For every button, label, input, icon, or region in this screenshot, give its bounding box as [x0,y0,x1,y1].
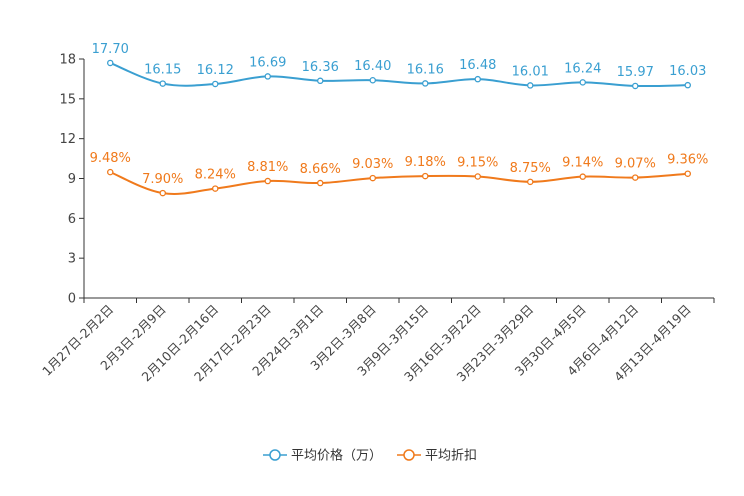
series-line [109,171,688,195]
data-point[interactable] [684,81,692,89]
data-label: 9.07% [615,157,656,172]
legend-item-discount[interactable]: 平均折扣 [397,449,477,464]
data-point[interactable] [684,170,692,177]
y-tick-label: 0 [68,292,76,307]
data-label: 17.70 [92,42,129,57]
x-axis-ticks: 1月27日-2月2日2月3日-2月9日2月10日-2月16日2月17日-2月23… [39,298,715,384]
data-point[interactable] [421,80,429,87]
data-point[interactable] [369,76,376,84]
data-label: 8.81% [247,160,288,175]
data-point[interactable] [211,185,219,192]
y-tick-label: 12 [59,132,76,147]
data-point[interactable] [421,172,429,180]
legend-price-label: 平均价格（万） [291,448,382,464]
series-1: 9.48% 7.90% 8.24% 8.81% 8.66% 9.03% 9.18% 9.15%… [90,151,708,197]
data-label: 8.75% [510,161,551,176]
data-label: 16.24 [564,61,601,76]
data-point[interactable] [316,77,324,85]
data-point[interactable] [159,80,166,87]
data-point[interactable] [474,75,481,83]
legend-item-price[interactable]: 平均价格（万） [263,448,382,464]
data-label: 15.97 [617,65,654,80]
data-point[interactable] [264,73,271,80]
data-label: 16.48 [459,58,496,73]
data-label: 16.36 [302,60,339,75]
data-label: 7.90% [142,172,183,187]
data-label: 8.24% [195,168,236,183]
y-tick-label: 3 [68,252,76,267]
y-axis-ticks: 0 3 6 9 12 15 18 [59,53,84,307]
data-point[interactable] [632,82,639,90]
data-label: 9.14% [562,156,603,171]
data-point[interactable] [527,82,534,89]
data-label: 9.18% [405,155,446,170]
data-label: 9.48% [90,151,131,166]
y-tick-label: 15 [59,92,76,107]
data-point[interactable] [211,80,219,88]
legend-discount-marker [403,449,415,461]
data-point[interactable] [107,168,114,176]
data-point[interactable] [316,179,324,187]
legend-price-marker [269,449,281,461]
series-line [109,62,688,88]
y-tick-label: 9 [68,172,76,187]
data-label: 16.69 [249,55,286,70]
data-point[interactable] [632,174,639,181]
data-label: 9.03% [352,157,393,172]
data-point[interactable] [369,174,376,182]
series-0: 17.70 16.15 16.12 16.69 16.36 16.40 16.16 16.48… [92,42,706,90]
series: 17.70 16.15 16.12 16.69 16.36 16.40 16.16 16.48… [90,42,708,197]
legend-discount-label: 平均折扣 [425,449,477,464]
legend[interactable]: 平均价格（万） 平均折扣 [263,448,477,464]
data-label: 16.16 [407,62,444,77]
y-tick-label: 6 [68,212,76,227]
data-label: 16.15 [144,63,181,78]
y-tick-label: 18 [59,53,76,68]
data-point[interactable] [527,178,534,186]
data-label: 9.15% [457,156,498,171]
data-label: 16.01 [512,64,549,79]
data-label: 16.12 [197,63,234,78]
data-point[interactable] [264,177,271,185]
data-label: 16.40 [354,59,391,74]
data-label: 9.36% [667,153,708,168]
data-point[interactable] [579,173,587,180]
data-point[interactable] [159,189,166,197]
data-label: 8.66% [300,162,341,177]
data-point[interactable] [474,173,481,180]
data-point[interactable] [579,79,587,86]
data-point[interactable] [107,59,114,67]
data-label: 16.03 [669,64,706,79]
